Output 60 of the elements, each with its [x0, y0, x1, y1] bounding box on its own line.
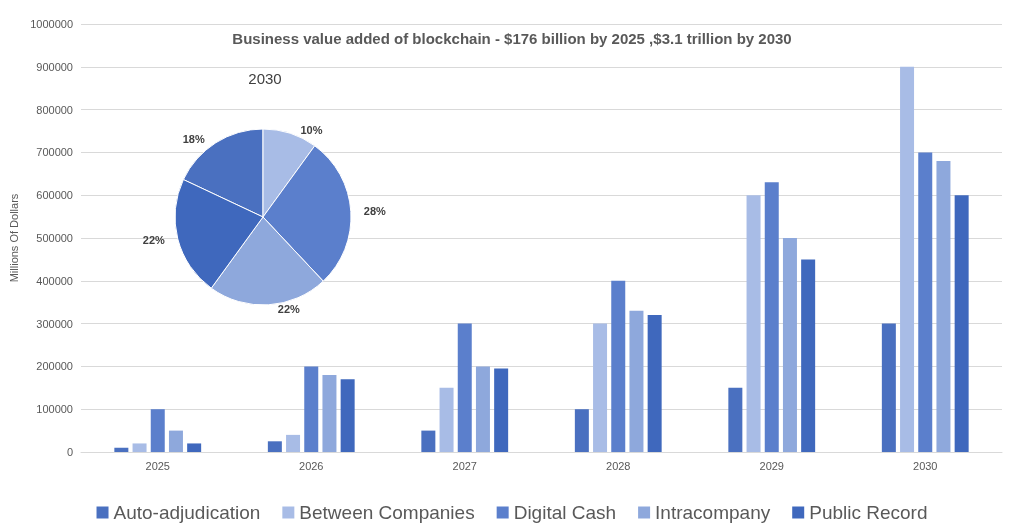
y-tick-label: 100000 — [36, 403, 73, 416]
y-tick-label: 0 — [66, 446, 73, 458]
legend-label: Auto-adjudication — [113, 502, 261, 523]
bar — [150, 409, 165, 452]
bar — [439, 387, 454, 452]
bar — [187, 443, 202, 452]
x-tick-label: 2025 — [145, 459, 170, 472]
bar — [475, 366, 490, 452]
bar — [457, 323, 472, 452]
bar — [168, 430, 183, 452]
data-label: 18% — [182, 133, 205, 146]
bar — [611, 280, 626, 452]
bar — [881, 323, 896, 452]
y-tick-label: 500000 — [36, 232, 73, 244]
bar — [574, 409, 589, 452]
x-tick-label: 2029 — [759, 459, 784, 472]
bar — [629, 310, 644, 452]
bar — [267, 441, 282, 452]
bar — [114, 447, 129, 452]
y-axis-title: Millions Of Dollars — [7, 193, 20, 283]
data-label: 22% — [142, 233, 166, 246]
bar — [918, 152, 933, 452]
x-tick-label: 2026 — [299, 459, 324, 472]
x-tick-label: 2027 — [452, 459, 477, 472]
data-label: 28% — [363, 205, 387, 218]
legend-label: Digital Cash — [513, 502, 617, 523]
bar — [746, 195, 761, 452]
x-tick-label: 2028 — [606, 459, 631, 472]
bar — [782, 238, 797, 452]
data-label: 22% — [277, 302, 301, 315]
bar — [954, 195, 969, 452]
y-tick-label: 200000 — [36, 360, 73, 373]
bar — [421, 430, 436, 452]
y-tick-label: 300000 — [36, 317, 73, 330]
bar — [286, 434, 301, 452]
legend-label: Intracompany — [655, 502, 771, 523]
bar — [322, 374, 337, 452]
y-tick-label: 800000 — [36, 103, 73, 116]
y-tick-label: 600000 — [36, 189, 73, 202]
bar — [647, 315, 662, 452]
chart-title: 2030 — [248, 70, 282, 87]
bar — [936, 160, 951, 452]
y-tick-label: 400000 — [36, 274, 73, 287]
bar — [304, 366, 319, 452]
x-tick-label: 2030 — [913, 459, 938, 472]
bar — [593, 323, 608, 452]
chart-title: Business value added of blockchain - $176 billion by 2025 ,$3.1 trillion by 2030 — [232, 30, 792, 47]
bar — [764, 182, 779, 452]
legend-label: Between Companies — [299, 502, 475, 523]
data-label: 10% — [300, 123, 323, 136]
bar — [900, 66, 915, 452]
bar — [728, 387, 743, 452]
bar — [340, 379, 355, 452]
y-tick-label: 1000000 — [30, 18, 73, 30]
bar — [494, 368, 509, 452]
bar — [801, 259, 816, 452]
bar — [132, 443, 147, 452]
y-tick-label: 700000 — [36, 146, 73, 159]
legend-label: Public Record — [809, 502, 928, 523]
y-tick-label: 900000 — [36, 60, 73, 73]
